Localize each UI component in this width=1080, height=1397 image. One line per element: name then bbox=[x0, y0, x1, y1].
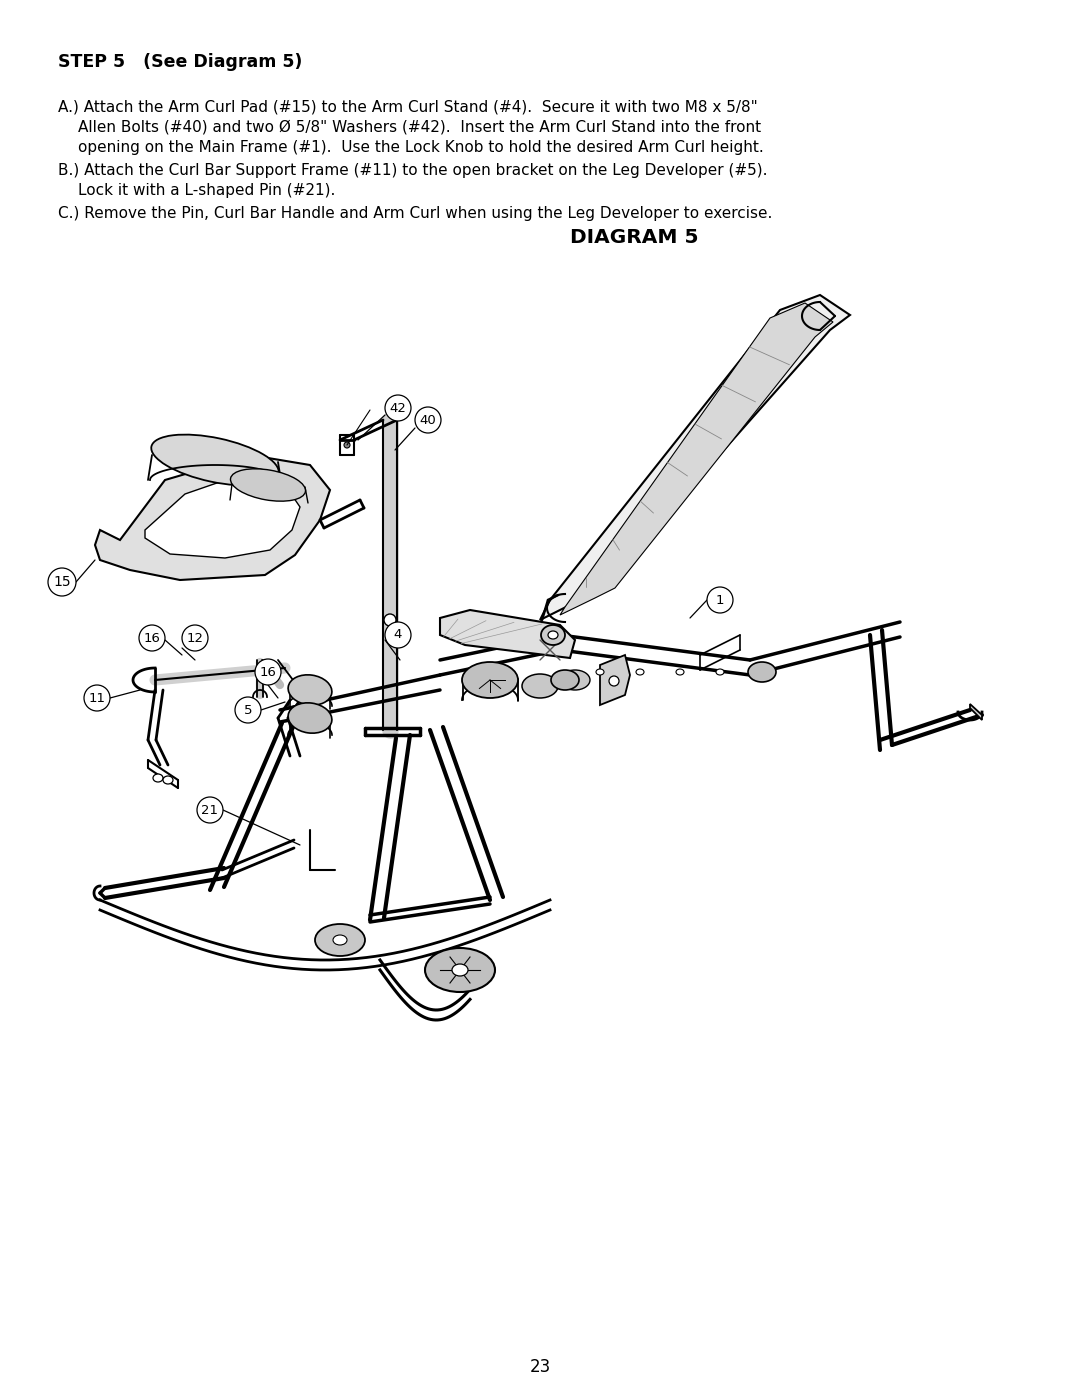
Ellipse shape bbox=[522, 673, 558, 698]
Ellipse shape bbox=[288, 703, 332, 733]
Ellipse shape bbox=[596, 669, 604, 675]
Ellipse shape bbox=[153, 774, 163, 782]
Circle shape bbox=[255, 659, 281, 685]
Circle shape bbox=[84, 685, 110, 711]
Ellipse shape bbox=[453, 964, 468, 977]
Ellipse shape bbox=[426, 949, 495, 992]
Circle shape bbox=[197, 798, 222, 823]
Text: 16: 16 bbox=[259, 665, 276, 679]
Circle shape bbox=[183, 624, 208, 651]
Ellipse shape bbox=[609, 676, 619, 686]
Ellipse shape bbox=[548, 631, 558, 638]
Text: 15: 15 bbox=[53, 576, 71, 590]
Ellipse shape bbox=[163, 775, 173, 784]
Circle shape bbox=[384, 622, 411, 648]
Text: 1: 1 bbox=[716, 594, 725, 606]
Polygon shape bbox=[145, 475, 300, 557]
Text: 11: 11 bbox=[89, 692, 106, 704]
Circle shape bbox=[384, 395, 411, 420]
Text: Allen Bolts (#40) and two Ø 5/8" Washers (#42).  Insert the Arm Curl Stand into : Allen Bolts (#40) and two Ø 5/8" Washers… bbox=[78, 120, 761, 136]
Ellipse shape bbox=[676, 669, 684, 675]
Ellipse shape bbox=[345, 441, 350, 448]
Text: 42: 42 bbox=[390, 401, 406, 415]
Polygon shape bbox=[600, 655, 630, 705]
Text: 40: 40 bbox=[420, 414, 436, 426]
Polygon shape bbox=[970, 704, 982, 719]
Circle shape bbox=[415, 407, 441, 433]
Text: B.) Attach the Curl Bar Support Frame (#11) to the open bracket on the Leg Devel: B.) Attach the Curl Bar Support Frame (#… bbox=[58, 163, 768, 177]
Text: 23: 23 bbox=[529, 1358, 551, 1376]
Circle shape bbox=[235, 697, 261, 724]
Text: 4: 4 bbox=[394, 629, 402, 641]
Ellipse shape bbox=[315, 923, 365, 956]
Polygon shape bbox=[440, 610, 575, 658]
Text: 21: 21 bbox=[202, 803, 218, 816]
Text: C.) Remove the Pin, Curl Bar Handle and Arm Curl when using the Leg Developer to: C.) Remove the Pin, Curl Bar Handle and … bbox=[58, 205, 772, 221]
Ellipse shape bbox=[716, 669, 724, 675]
Polygon shape bbox=[95, 455, 330, 580]
Ellipse shape bbox=[384, 615, 396, 626]
Circle shape bbox=[139, 624, 165, 651]
Text: opening on the Main Frame (#1).  Use the Lock Knob to hold the desired Arm Curl : opening on the Main Frame (#1). Use the … bbox=[78, 140, 764, 155]
Ellipse shape bbox=[636, 669, 644, 675]
Ellipse shape bbox=[230, 469, 306, 502]
Ellipse shape bbox=[541, 624, 565, 645]
Text: DIAGRAM 5: DIAGRAM 5 bbox=[570, 228, 699, 247]
Polygon shape bbox=[540, 295, 850, 620]
Text: STEP 5   (See Diagram 5): STEP 5 (See Diagram 5) bbox=[58, 53, 302, 71]
Text: A.) Attach the Arm Curl Pad (#15) to the Arm Curl Stand (#4).  Secure it with tw: A.) Attach the Arm Curl Pad (#15) to the… bbox=[58, 101, 758, 115]
Circle shape bbox=[48, 569, 76, 597]
Ellipse shape bbox=[561, 671, 590, 690]
Ellipse shape bbox=[288, 675, 332, 705]
Text: 16: 16 bbox=[144, 631, 161, 644]
Text: 5: 5 bbox=[244, 704, 253, 717]
Text: Lock it with a L-shaped Pin (#21).: Lock it with a L-shaped Pin (#21). bbox=[78, 183, 336, 198]
Polygon shape bbox=[561, 303, 833, 615]
Text: 12: 12 bbox=[187, 631, 203, 644]
Ellipse shape bbox=[151, 434, 279, 485]
Ellipse shape bbox=[333, 935, 347, 944]
Ellipse shape bbox=[748, 662, 777, 682]
Ellipse shape bbox=[551, 671, 579, 690]
Ellipse shape bbox=[462, 662, 518, 698]
Circle shape bbox=[707, 587, 733, 613]
